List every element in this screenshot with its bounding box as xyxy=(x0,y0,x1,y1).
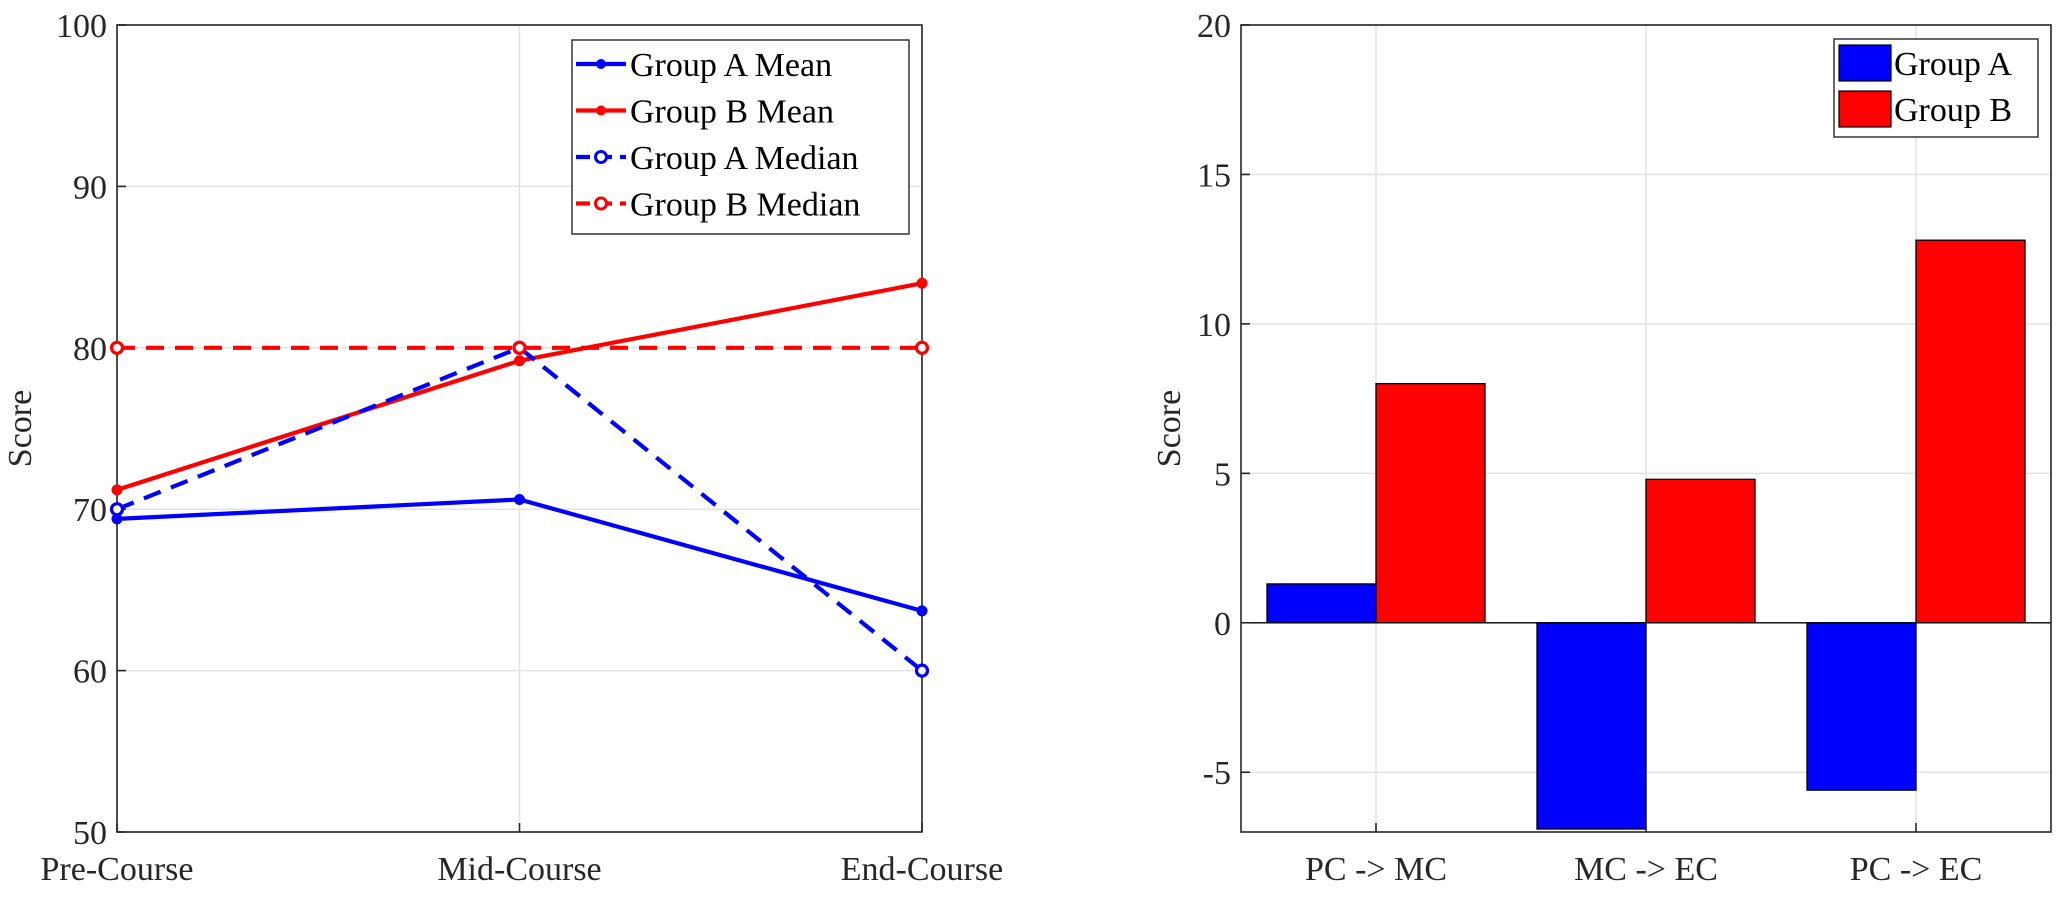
legend-label: Group B Mean xyxy=(630,94,834,131)
bar-group-a xyxy=(1266,583,1377,624)
x-tick-label: Mid-Course xyxy=(437,851,601,888)
bar-group-a xyxy=(1536,622,1647,830)
legend-label: Group A Median xyxy=(630,140,859,177)
x-tick-label: MC -> EC xyxy=(1574,851,1718,888)
data-point-marker xyxy=(109,340,125,355)
data-point-marker xyxy=(109,502,125,517)
y-axis-label: Score xyxy=(2,390,39,467)
legend-label: Group A xyxy=(1894,46,2013,83)
y-tick-label: 5 xyxy=(1214,456,1231,493)
y-tick-label: 10 xyxy=(1197,307,1231,344)
legend-swatch xyxy=(1838,90,1892,128)
bar-group-b xyxy=(1645,478,1756,624)
data-point-marker xyxy=(914,663,930,678)
y-tick-label: 20 xyxy=(1197,8,1231,45)
legend-swatch-marker xyxy=(594,150,608,164)
legend-label: Group B xyxy=(1894,92,2012,129)
bar-group-a xyxy=(1806,622,1917,791)
data-point-marker xyxy=(512,340,527,355)
x-tick-label: End-Course xyxy=(841,851,1003,888)
y-tick-label: 60 xyxy=(73,654,107,691)
data-point-marker xyxy=(111,484,123,496)
legend-swatch-marker xyxy=(596,105,606,116)
data-point-marker xyxy=(916,277,928,289)
x-tick-label: PC -> EC xyxy=(1850,851,1983,888)
y-tick-label: 70 xyxy=(73,492,107,529)
legend-label: Group B Median xyxy=(630,187,860,224)
legend-box xyxy=(571,39,910,235)
y-tick-label: 15 xyxy=(1197,157,1231,194)
line-chart: 50 60 70 80 90 100 Pre-Course Mid-Course End-Cou… xyxy=(2,8,1003,888)
legend-swatch-marker xyxy=(594,196,608,211)
bar-group-b xyxy=(1375,383,1486,624)
bar-group-b xyxy=(1915,239,2026,624)
x-tick-label: PC -> MC xyxy=(1305,851,1447,888)
data-point-marker xyxy=(514,494,525,506)
data-point-marker xyxy=(514,355,525,367)
bar-chart: -5 0 5 10 15 20 PC -> MC MC -> EC PC -> EC Score G… xyxy=(1151,8,2052,888)
y-tick-label: 50 xyxy=(73,815,107,852)
data-point-marker xyxy=(916,605,928,617)
y-tick-label: 90 xyxy=(73,169,107,206)
legend-swatch-marker xyxy=(596,59,606,69)
data-point-marker xyxy=(914,340,930,355)
legend-swatch xyxy=(1838,44,1892,82)
x-tick-label: Pre-Course xyxy=(41,851,194,888)
y-tick-label: 80 xyxy=(73,331,107,368)
y-tick-label: -5 xyxy=(1203,755,1231,792)
y-axis-label: Score xyxy=(1151,390,1188,467)
y-tick-label: 0 xyxy=(1214,606,1231,643)
legend-label: Group A Mean xyxy=(630,47,832,84)
y-tick-label: 100 xyxy=(56,8,107,45)
